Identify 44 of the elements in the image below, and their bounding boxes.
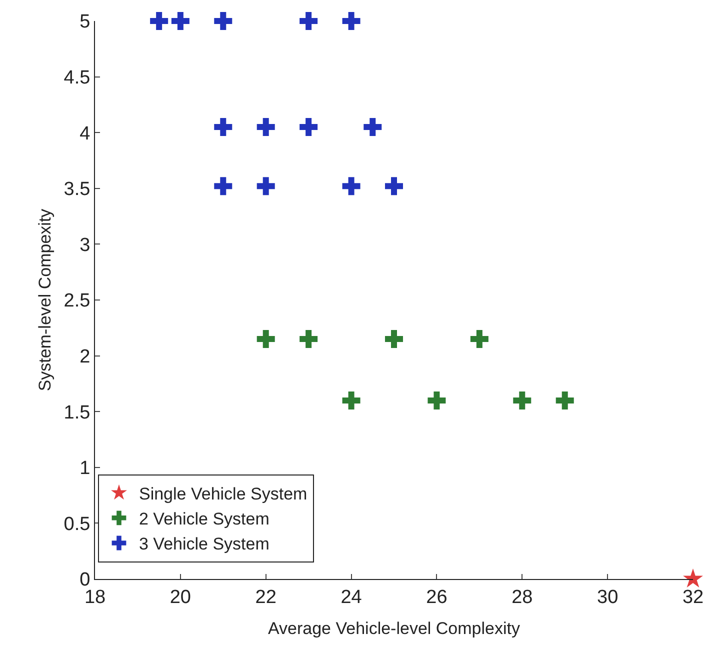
legend-label: 2 Vehicle System bbox=[138, 510, 270, 529]
y-tick-label: 4.5 bbox=[64, 67, 90, 88]
point bbox=[385, 330, 403, 348]
x-tick-label: 22 bbox=[255, 586, 276, 608]
point bbox=[300, 330, 318, 348]
y-tick-label: 1 bbox=[80, 458, 90, 480]
x-axis-title: Average Vehicle-level Complexity bbox=[268, 619, 520, 638]
legend-label: Single Vehicle System bbox=[138, 484, 308, 504]
point bbox=[342, 391, 360, 410]
x-tick-label: 32 bbox=[682, 586, 704, 608]
point bbox=[683, 568, 703, 588]
point bbox=[385, 177, 403, 196]
point bbox=[214, 177, 232, 196]
x-tick-label: 28 bbox=[512, 586, 533, 608]
point bbox=[342, 177, 360, 196]
point bbox=[256, 177, 275, 196]
point bbox=[428, 391, 446, 410]
y-tick-label: 2 bbox=[80, 346, 90, 368]
point bbox=[256, 118, 275, 136]
y-tick-label: 3 bbox=[80, 234, 90, 256]
y-axis-title: System-level Compexity bbox=[35, 208, 54, 392]
x-tick-label: 20 bbox=[170, 586, 191, 608]
y-tick-label: 5 bbox=[80, 12, 90, 33]
x-tick-label: 30 bbox=[597, 586, 618, 608]
y-tick-label: 4 bbox=[80, 123, 91, 144]
x-tick-label: 26 bbox=[426, 586, 448, 608]
point bbox=[256, 330, 275, 348]
y-tick-label: 0.5 bbox=[64, 514, 90, 535]
point bbox=[342, 12, 360, 30]
point bbox=[470, 330, 488, 348]
point bbox=[214, 12, 232, 30]
y-tick-label: 3.5 bbox=[64, 179, 90, 200]
point bbox=[300, 118, 318, 136]
point bbox=[171, 12, 190, 30]
point bbox=[556, 391, 574, 410]
point bbox=[214, 118, 232, 136]
point bbox=[300, 12, 318, 30]
point bbox=[513, 391, 532, 410]
point bbox=[364, 118, 382, 136]
y-tick-label: 2.5 bbox=[64, 290, 90, 312]
x-tick-label: 24 bbox=[340, 586, 362, 608]
legend-label: 3 Vehicle System bbox=[138, 534, 270, 554]
point bbox=[150, 12, 168, 30]
y-tick-label: 1.5 bbox=[64, 402, 90, 424]
